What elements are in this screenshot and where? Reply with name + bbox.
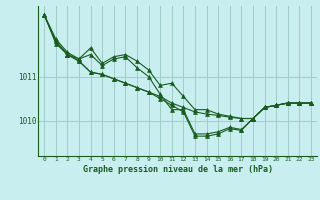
X-axis label: Graphe pression niveau de la mer (hPa): Graphe pression niveau de la mer (hPa)	[83, 165, 273, 174]
